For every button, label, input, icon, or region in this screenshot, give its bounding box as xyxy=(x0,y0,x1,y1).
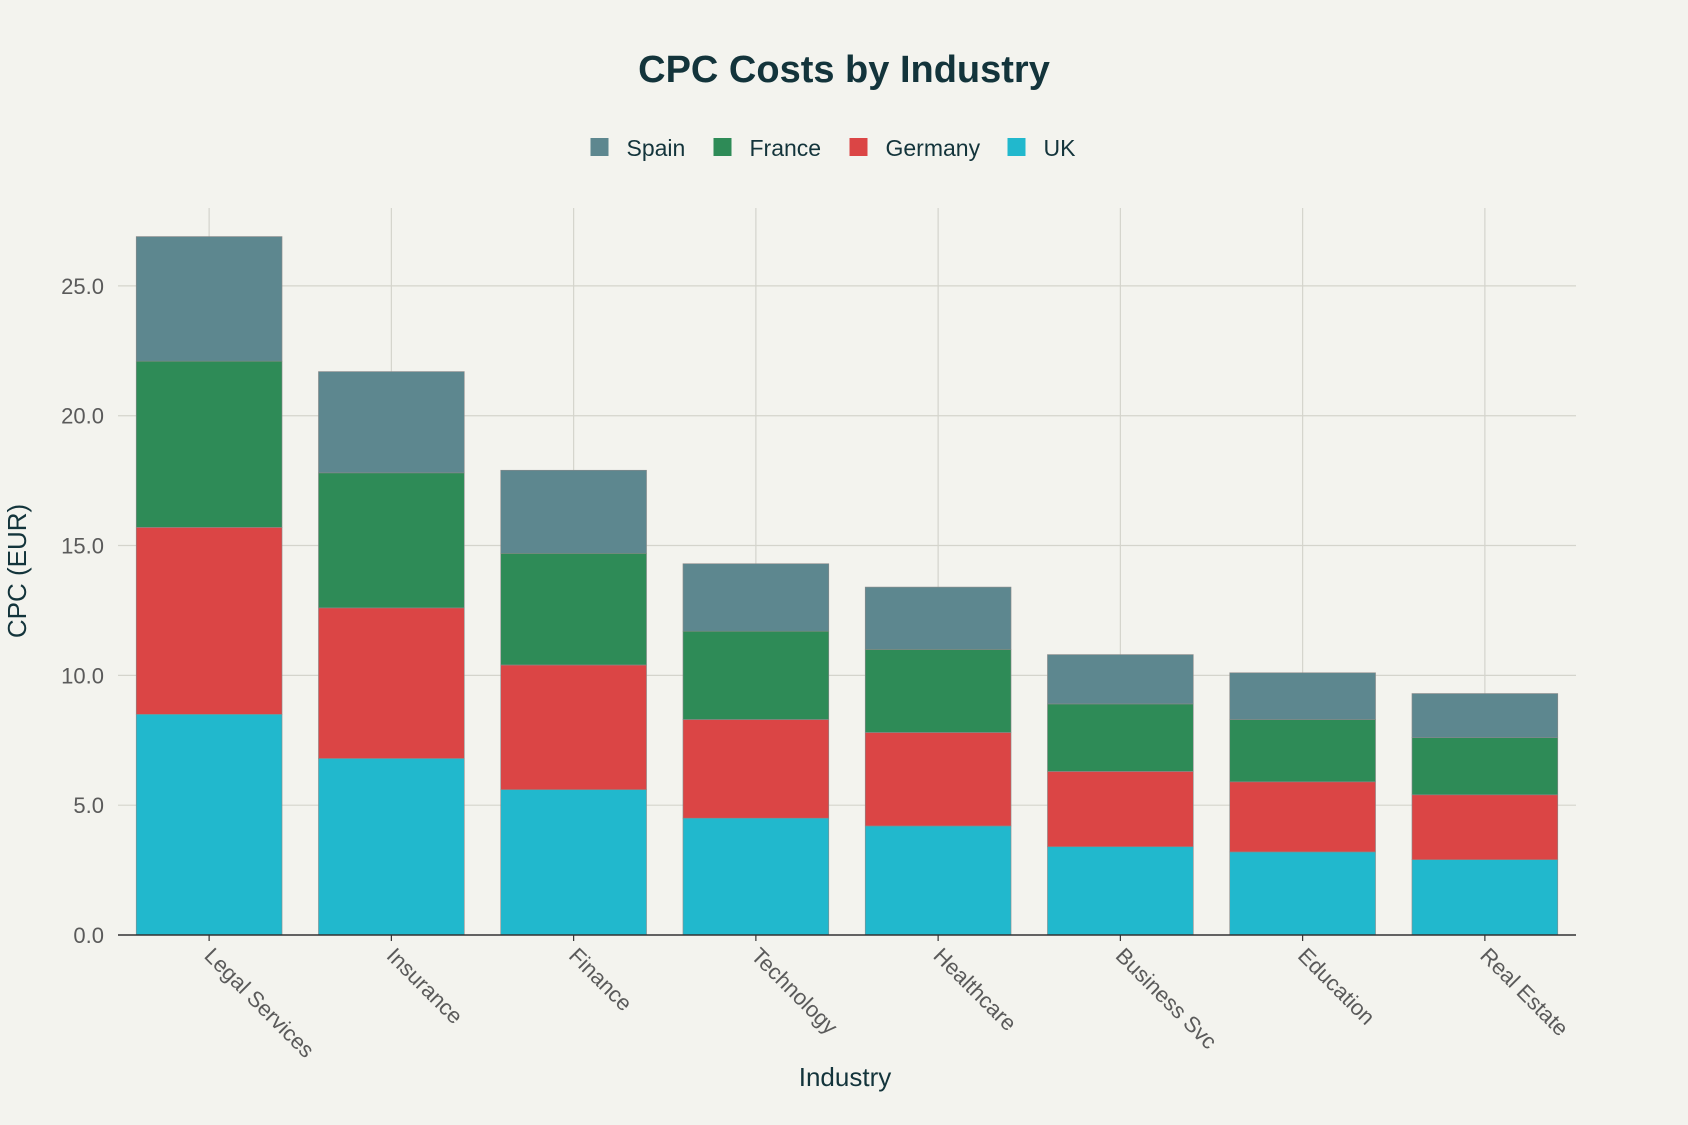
y-axis-title: CPC (EUR) xyxy=(2,504,32,638)
y-tick-label: 10.0 xyxy=(61,663,104,688)
bar-segment-uk xyxy=(682,817,830,936)
bar-segment-germany xyxy=(1229,781,1376,853)
bar-segment-france xyxy=(318,472,465,609)
bar-segment-uk xyxy=(500,789,647,936)
x-tick-label: Real Estate xyxy=(1475,943,1573,1041)
y-tick-label: 25.0 xyxy=(61,274,104,299)
bar-segment-germany xyxy=(318,607,465,759)
bar-segment-spain xyxy=(1047,654,1194,705)
bar-segment-uk xyxy=(135,714,283,936)
legend-label-uk: UK xyxy=(1044,135,1077,161)
bar-segment-france xyxy=(135,360,283,528)
legend-swatch-uk xyxy=(1007,138,1026,156)
chart-title: CPC Costs by Industry xyxy=(638,49,1050,91)
x-axis-title: Industry xyxy=(799,1062,892,1092)
bar-segment-spain xyxy=(1229,672,1376,720)
y-tick-label: 20.0 xyxy=(61,404,104,429)
x-tick-label: Finance xyxy=(564,943,637,1016)
bar-segment-france xyxy=(864,649,1012,733)
bar-segment-uk xyxy=(1411,859,1559,936)
bar-segment-uk xyxy=(1047,846,1194,936)
bars xyxy=(135,236,1559,936)
bar-segment-uk xyxy=(1229,851,1376,936)
bar-segment-spain xyxy=(1411,693,1559,738)
legend-swatch-spain xyxy=(590,138,609,156)
bar-segment-germany xyxy=(1411,794,1559,861)
legend-label-germany: Germany xyxy=(886,135,981,161)
x-tick-label: Insurance xyxy=(382,943,468,1029)
x-tick-label: Business Svc xyxy=(1111,943,1222,1054)
bar-segment-uk xyxy=(318,758,465,936)
bar-segment-france xyxy=(682,630,830,720)
bar-segment-spain xyxy=(135,236,283,362)
y-tick-label: 0.0 xyxy=(73,923,104,948)
x-tick-label: Technology xyxy=(746,943,842,1039)
bar-segment-spain xyxy=(682,563,830,632)
legend-label-spain: Spain xyxy=(627,135,686,161)
y-tick-label: 15.0 xyxy=(61,534,104,559)
bar-segment-france xyxy=(1411,737,1559,796)
bar-segment-germany xyxy=(864,732,1012,827)
bar-segment-france xyxy=(500,553,647,666)
y-tick-label: 5.0 xyxy=(73,793,104,818)
x-tick-label: Education xyxy=(1293,943,1380,1030)
x-tick-label: Legal Services xyxy=(200,943,320,1063)
legend-label-france: France xyxy=(750,135,822,161)
bar-segment-germany xyxy=(500,664,647,790)
x-tick-label: Healthcare xyxy=(929,943,1022,1036)
bar-segment-germany xyxy=(135,527,283,715)
legend: Spain France Germany UK xyxy=(590,135,1077,161)
legend-swatch-germany xyxy=(849,138,868,156)
bar-segment-spain xyxy=(500,469,647,554)
bar-segment-uk xyxy=(864,825,1012,936)
bar-segment-germany xyxy=(682,719,830,819)
bar-segment-france xyxy=(1047,703,1194,772)
bar-segment-spain xyxy=(864,586,1012,650)
bar-segment-spain xyxy=(318,371,465,474)
bar-segment-germany xyxy=(1047,771,1194,848)
bar-segment-france xyxy=(1229,719,1376,783)
legend-swatch-france xyxy=(713,138,732,156)
